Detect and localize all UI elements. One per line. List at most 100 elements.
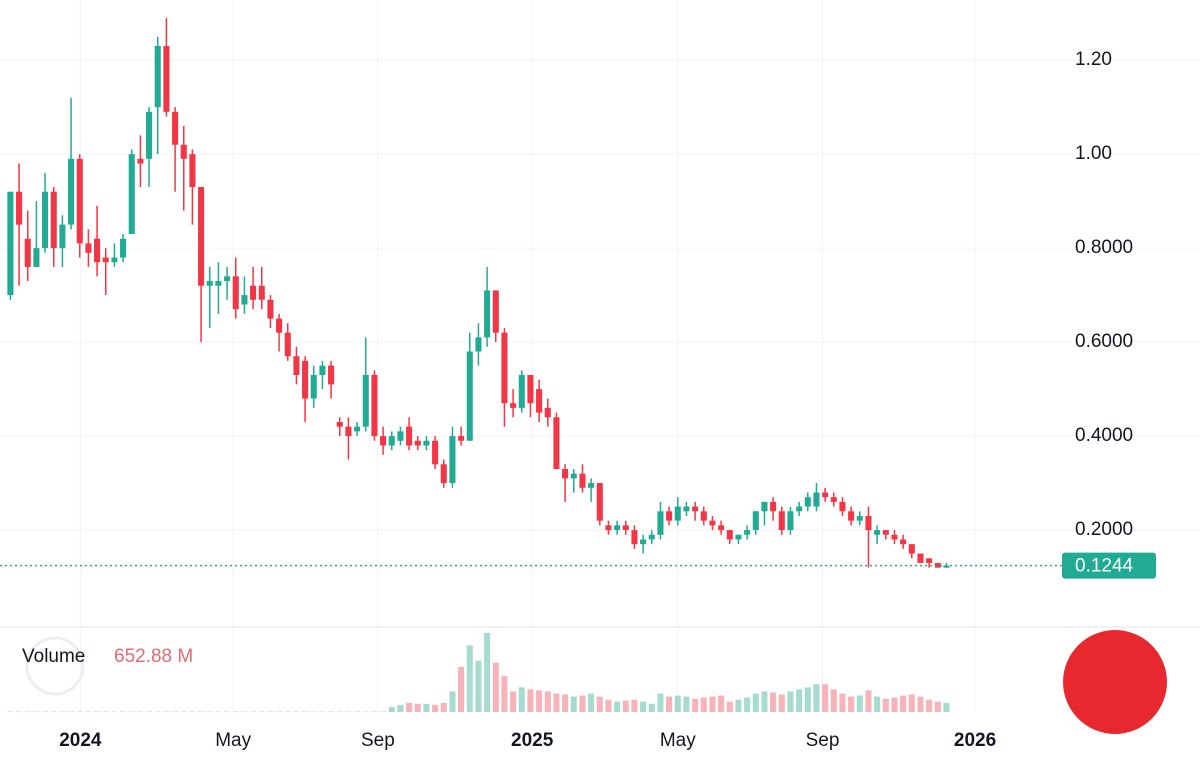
candle-body	[189, 154, 196, 188]
candle-body	[770, 501, 777, 512]
candle-body	[276, 318, 283, 333]
candle-body	[657, 511, 664, 535]
candle-body	[865, 515, 872, 531]
candle-body	[761, 501, 768, 512]
volume-bar	[475, 660, 482, 712]
candle-body	[917, 553, 924, 563]
candle-body	[908, 544, 915, 554]
candle-body	[544, 407, 551, 418]
volume-bar	[466, 645, 473, 712]
candle-body	[241, 295, 248, 305]
y-tick-label: 1.00	[1075, 143, 1112, 164]
volume-bar	[848, 696, 855, 712]
candle-body	[172, 111, 179, 145]
candle-body	[596, 483, 603, 521]
candle-body	[163, 46, 170, 112]
volume-bar	[882, 698, 889, 712]
volume-bar	[518, 687, 525, 712]
candle-body	[267, 299, 274, 319]
volume-bar	[501, 676, 508, 712]
candle-body	[380, 436, 387, 446]
candle-body	[631, 530, 638, 545]
volume-bar	[796, 689, 803, 712]
volume-bar	[631, 699, 638, 712]
candle-body	[76, 158, 83, 244]
candle-body	[414, 440, 421, 446]
x-tick-label: 2025	[511, 730, 554, 751]
volume-bar	[562, 694, 569, 712]
candle-body	[397, 431, 404, 441]
volume-bar	[874, 696, 881, 712]
volume-bar	[865, 690, 872, 712]
candle-body	[293, 356, 300, 375]
candle-body	[822, 492, 829, 498]
volume-bar	[397, 704, 404, 712]
candle-body	[666, 511, 673, 521]
candle-body	[735, 534, 742, 540]
volume-bar	[926, 699, 933, 712]
candle-body	[510, 403, 517, 408]
candle-body	[934, 562, 941, 568]
volume-bar	[709, 696, 716, 712]
x-tick-label: Sep	[361, 730, 395, 751]
volume-bar	[683, 696, 690, 712]
last-price-label: 0.1244	[1075, 556, 1134, 577]
candle-body	[440, 464, 447, 484]
volume-bar	[588, 693, 595, 712]
volume-bar	[891, 697, 898, 712]
candle-body	[605, 525, 612, 531]
x-tick-label: May	[660, 730, 696, 751]
candle-body	[926, 558, 933, 563]
volume-bar	[666, 696, 673, 712]
volume-bar	[813, 684, 820, 712]
volume-bar	[830, 689, 837, 712]
volume-bar	[770, 692, 777, 712]
volume-bar	[943, 702, 950, 712]
candle-body	[674, 506, 681, 521]
candle-body	[85, 243, 92, 253]
candle-body	[536, 389, 543, 413]
logo	[1063, 630, 1167, 734]
candle-body	[466, 351, 473, 441]
volume-bar	[804, 687, 811, 712]
y-tick-label: 0.8000	[1075, 237, 1133, 258]
volume-bar	[657, 693, 664, 712]
candle-body	[830, 497, 837, 502]
candle-body	[813, 492, 820, 507]
candle-body	[59, 224, 66, 249]
volume-bar	[406, 702, 413, 712]
candle-body	[449, 436, 456, 484]
y-tick-label: 0.6000	[1075, 331, 1133, 352]
volume-bar	[388, 706, 395, 712]
volume-bar	[700, 697, 707, 712]
volume-bar	[692, 698, 699, 712]
volume-bar	[605, 699, 612, 712]
volume-bar	[579, 695, 586, 712]
candle-body	[154, 46, 161, 108]
candle-body	[354, 426, 361, 432]
candle-body	[328, 365, 335, 385]
volume-bar	[718, 695, 725, 712]
candle-body	[787, 511, 794, 531]
candle-body	[804, 497, 811, 507]
watermark	[25, 636, 85, 696]
volume-bar	[527, 689, 534, 712]
candle-body	[302, 360, 309, 399]
y-tick-label: 0.2000	[1075, 519, 1133, 540]
candle-body	[683, 506, 690, 512]
candle-body	[475, 337, 482, 352]
volume-bar	[458, 666, 465, 712]
candle-body	[700, 511, 707, 521]
candle-body	[579, 473, 586, 488]
candle-body	[146, 111, 153, 159]
candle-body	[492, 290, 499, 333]
candle-body	[120, 238, 127, 258]
volume-bar	[778, 694, 785, 712]
candle-body	[94, 238, 101, 263]
volume-bar	[726, 701, 733, 712]
candle-body	[128, 154, 135, 235]
volume-bar	[622, 700, 629, 712]
candle-body	[388, 436, 395, 446]
volume-bar	[761, 691, 768, 712]
